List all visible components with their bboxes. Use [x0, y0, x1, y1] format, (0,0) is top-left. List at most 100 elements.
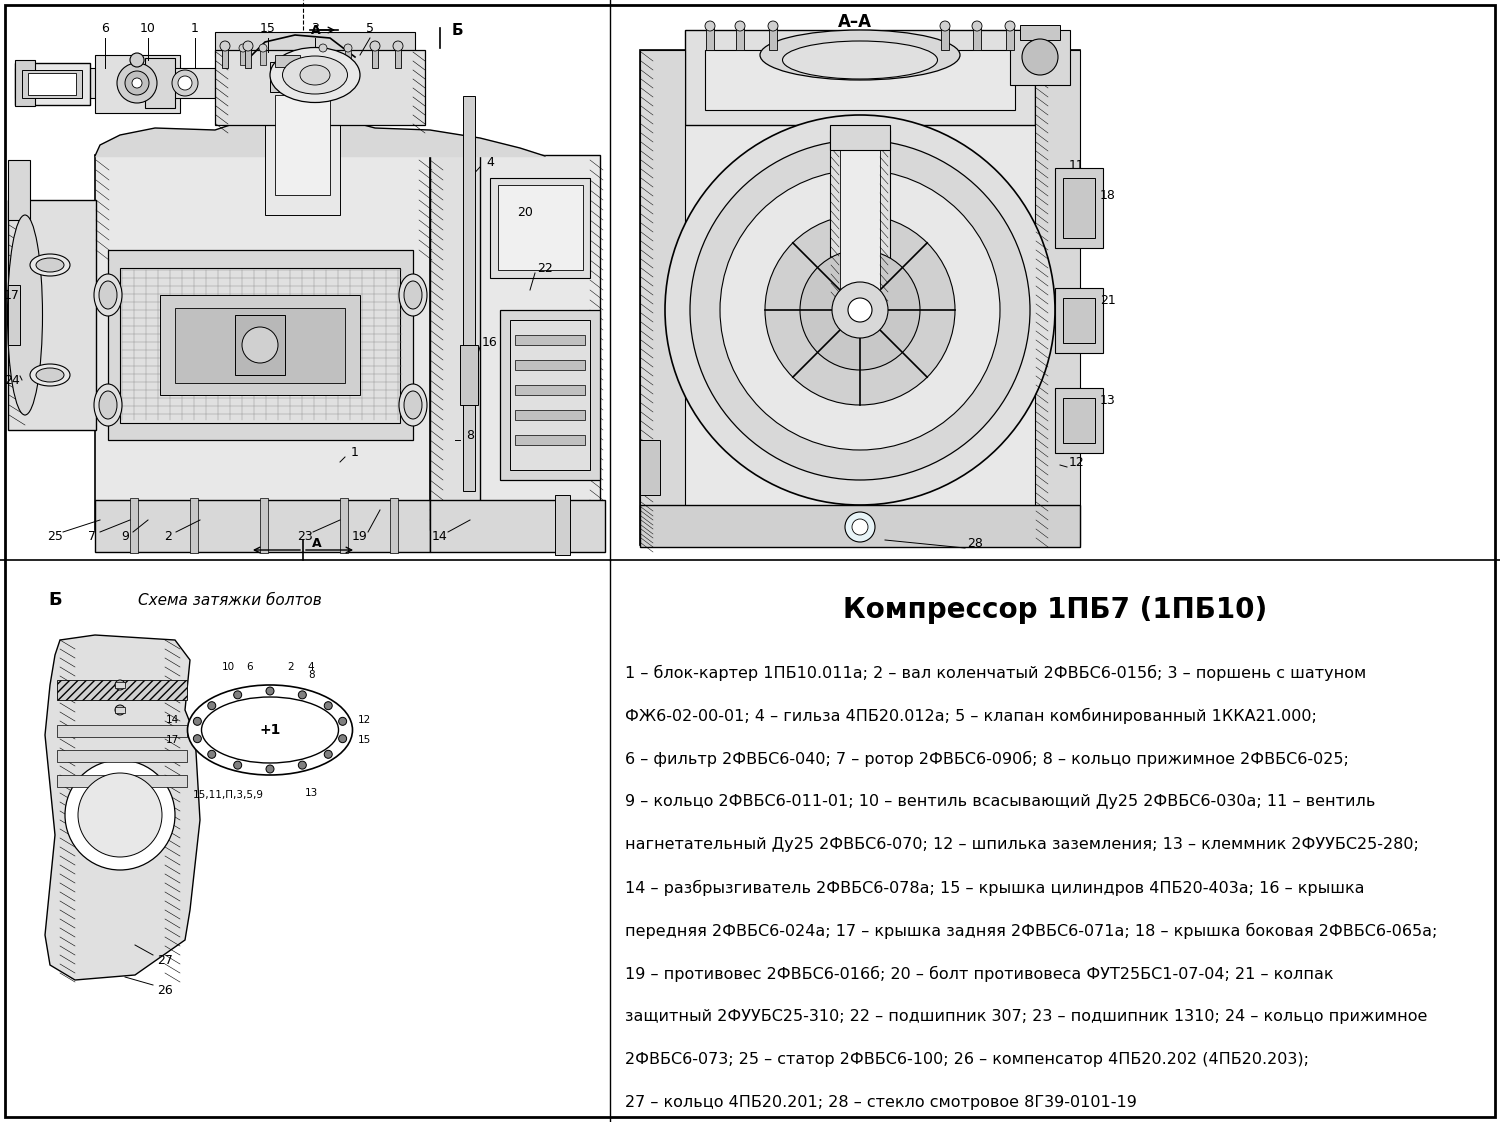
- Bar: [705, 50, 1016, 110]
- Text: 6 – фильтр 2ФВБС6-040; 7 – ротор 2ФВБС6-090б; 8 – кольцо прижимное 2ФВБС6-025;: 6 – фильтр 2ФВБС6-040; 7 – ротор 2ФВБС6-…: [626, 751, 1348, 767]
- Ellipse shape: [404, 280, 422, 309]
- Circle shape: [1022, 39, 1058, 75]
- Bar: [430, 500, 604, 552]
- Text: 12: 12: [1070, 456, 1084, 469]
- Circle shape: [209, 701, 216, 710]
- Bar: [514, 410, 585, 420]
- Text: 6: 6: [246, 662, 252, 672]
- Text: 15,11,П,3,5,9: 15,11,П,3,5,9: [194, 790, 264, 800]
- Circle shape: [124, 71, 148, 95]
- Text: 20: 20: [518, 205, 532, 219]
- Text: 15: 15: [260, 21, 276, 35]
- Bar: [15, 59, 34, 105]
- Text: 9: 9: [122, 530, 129, 543]
- Text: 17: 17: [166, 735, 178, 745]
- Text: 2: 2: [288, 662, 294, 672]
- Ellipse shape: [760, 30, 960, 80]
- Text: 14: 14: [432, 530, 448, 543]
- Circle shape: [116, 705, 124, 715]
- Circle shape: [735, 21, 746, 31]
- Circle shape: [370, 42, 380, 50]
- Circle shape: [768, 21, 778, 31]
- Text: защитный 2ФУУБС25-310; 22 – подшипник 307; 23 – подшипник 1310; 24 – кольцо приж: защитный 2ФУУБС25-310; 22 – подшипник 30…: [626, 1009, 1428, 1024]
- Bar: [706, 28, 714, 50]
- Bar: [840, 138, 880, 298]
- Bar: [15, 63, 90, 105]
- Text: Компрессор 1ПБ7 (1ПБ10): Компрессор 1ПБ7 (1ПБ10): [843, 596, 1268, 624]
- Bar: [1054, 168, 1102, 248]
- Text: 24: 24: [4, 374, 20, 386]
- Text: передняя 2ФВБС6-024а; 17 – крышка задняя 2ФВБС6-071а; 18 – крышка боковая 2ФВБС6: передняя 2ФВБС6-024а; 17 – крышка задняя…: [626, 923, 1437, 939]
- Bar: [146, 58, 176, 108]
- Circle shape: [344, 44, 352, 52]
- Bar: [770, 28, 777, 50]
- Bar: [270, 62, 304, 92]
- Text: 10: 10: [222, 662, 236, 672]
- Circle shape: [940, 21, 950, 31]
- Text: 15: 15: [358, 735, 370, 745]
- Circle shape: [339, 717, 346, 725]
- Bar: [57, 775, 188, 787]
- Ellipse shape: [282, 56, 348, 94]
- Text: 8: 8: [466, 429, 474, 441]
- Bar: [345, 50, 351, 65]
- Text: 19: 19: [352, 530, 368, 543]
- Bar: [500, 310, 600, 480]
- Circle shape: [78, 773, 162, 857]
- Bar: [1064, 298, 1095, 343]
- Text: 3: 3: [310, 21, 320, 35]
- Ellipse shape: [30, 254, 70, 276]
- Bar: [555, 495, 570, 555]
- Polygon shape: [45, 635, 200, 980]
- Bar: [498, 185, 584, 270]
- Text: 11: 11: [1070, 158, 1084, 172]
- Text: 16: 16: [482, 335, 498, 349]
- Text: 18: 18: [1100, 188, 1116, 202]
- Text: 4: 4: [486, 156, 494, 168]
- Ellipse shape: [8, 215, 42, 415]
- Circle shape: [117, 63, 158, 103]
- Circle shape: [238, 44, 248, 52]
- Circle shape: [320, 44, 327, 52]
- Text: 22: 22: [537, 261, 554, 275]
- Ellipse shape: [30, 364, 70, 386]
- Bar: [8, 8, 606, 557]
- Text: 14: 14: [166, 715, 178, 725]
- Circle shape: [220, 42, 230, 50]
- Ellipse shape: [99, 280, 117, 309]
- Text: 12: 12: [358, 715, 370, 725]
- Circle shape: [116, 680, 124, 690]
- Circle shape: [852, 519, 868, 535]
- Ellipse shape: [36, 368, 64, 381]
- Bar: [120, 268, 400, 423]
- Text: 1: 1: [351, 445, 358, 459]
- Circle shape: [130, 53, 144, 67]
- Circle shape: [209, 751, 216, 758]
- Bar: [320, 50, 326, 65]
- Bar: [480, 155, 600, 530]
- Ellipse shape: [300, 65, 330, 85]
- Circle shape: [243, 42, 254, 50]
- Bar: [214, 33, 416, 57]
- Text: 13: 13: [1100, 394, 1116, 406]
- Circle shape: [298, 691, 306, 699]
- Bar: [736, 28, 744, 50]
- Bar: [160, 295, 360, 395]
- Bar: [514, 385, 585, 395]
- Circle shape: [132, 79, 142, 88]
- Ellipse shape: [94, 384, 122, 426]
- Text: 26: 26: [158, 984, 172, 996]
- Ellipse shape: [188, 686, 352, 775]
- Text: 9 – кольцо 2ФВБС6-011-01; 10 – вентиль всасывающий Ду25 2ФВБС6-030а; 11 – вентил: 9 – кольцо 2ФВБС6-011-01; 10 – вентиль в…: [626, 794, 1376, 809]
- Text: 27 – кольцо 4ПБ20.201; 28 – стекло смотровое 8Г39-0101-19: 27 – кольцо 4ПБ20.201; 28 – стекло смотр…: [626, 1095, 1137, 1110]
- Text: ФЖ6-02-00-01; 4 – гильза 4ПБ20.012а; 5 – клапан комбинированный 1ККА21.000;: ФЖ6-02-00-01; 4 – гильза 4ПБ20.012а; 5 –…: [626, 708, 1317, 724]
- Ellipse shape: [399, 274, 427, 316]
- Text: 1: 1: [190, 21, 200, 35]
- Text: +1: +1: [260, 723, 280, 737]
- Bar: [260, 498, 268, 553]
- Bar: [830, 125, 890, 150]
- Bar: [236, 315, 285, 375]
- Bar: [1035, 50, 1080, 545]
- Text: 5: 5: [366, 21, 374, 35]
- Ellipse shape: [783, 42, 938, 79]
